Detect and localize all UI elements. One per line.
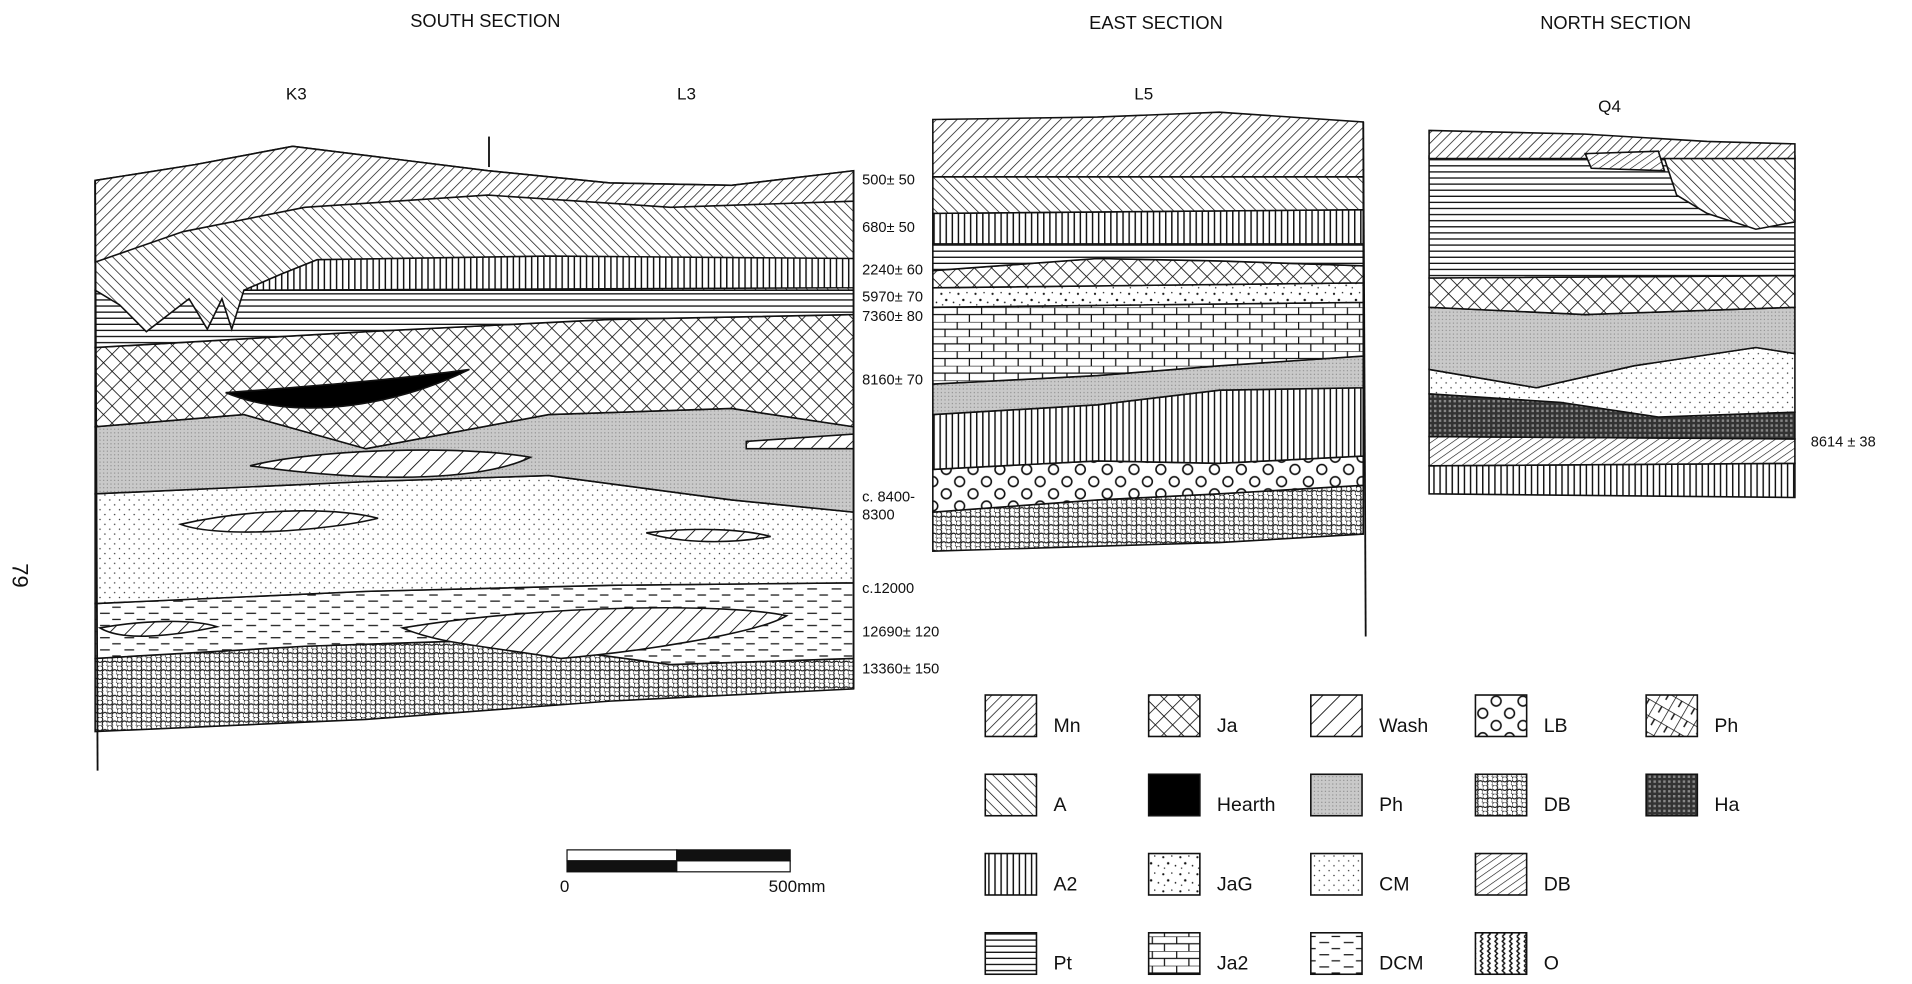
legend-swatch <box>1149 933 1200 974</box>
date-label: 12690± 120 <box>862 625 939 641</box>
profile-label: Q4 <box>1598 97 1621 116</box>
profile-label: L5 <box>1134 85 1153 104</box>
legend-swatch <box>1149 695 1200 736</box>
legend-swatch <box>985 933 1036 974</box>
scale-start: 0 <box>560 877 570 896</box>
legend-swatch <box>1646 774 1697 815</box>
legend-label: Ja2 <box>1217 953 1248 975</box>
legend-swatch <box>1646 695 1697 736</box>
date-label: 680± 50 <box>862 220 915 236</box>
scale-end: 500mm <box>769 877 826 896</box>
legend-swatch <box>985 695 1036 736</box>
legend-swatch <box>1475 695 1526 736</box>
legend-label: DB <box>1544 794 1571 816</box>
legend-label: DB <box>1544 873 1571 895</box>
legend-label: CM <box>1379 873 1409 895</box>
legend-swatch <box>1475 774 1526 815</box>
legend-swatch <box>985 854 1036 895</box>
page-number: 79 <box>8 563 33 587</box>
date-label: 7360± 80 <box>862 309 923 325</box>
legend-label: JaG <box>1217 873 1253 895</box>
south-section <box>95 137 853 771</box>
legend-swatch <box>1475 933 1526 974</box>
profile-label: L3 <box>677 85 696 104</box>
legend-swatch <box>1311 854 1362 895</box>
legend-label: Hearth <box>1217 794 1276 816</box>
date-label: 5970± 70 <box>862 289 923 305</box>
legend-swatch <box>1149 854 1200 895</box>
legend-label: Ha <box>1714 794 1739 816</box>
date-label: c.12000 <box>862 581 914 597</box>
legend-swatch <box>985 774 1036 815</box>
section-title: NORTH SECTION <box>1540 12 1691 33</box>
legend-label: Ph <box>1714 715 1738 737</box>
date-label: 2240± 60 <box>862 263 923 279</box>
legend-label: Ph <box>1379 794 1403 816</box>
legend-swatch <box>1311 933 1362 974</box>
legend-label: Pt <box>1054 953 1073 975</box>
legend-label: Wash <box>1379 715 1428 737</box>
profile-label: K3 <box>286 85 307 104</box>
date-label: c. 8400- <box>862 489 915 505</box>
legend-label: A <box>1054 794 1067 816</box>
legend-label: LB <box>1544 715 1568 737</box>
date-label: 8160± 70 <box>862 372 923 388</box>
legend-label: DCM <box>1379 953 1423 975</box>
date-label: 8300 <box>862 508 895 524</box>
scale-bar: 0 500mm <box>560 850 826 896</box>
section-title: EAST SECTION <box>1089 12 1223 33</box>
legend-swatch <box>1311 695 1362 736</box>
east-section <box>933 112 1366 636</box>
date-label: 13360± 150 <box>862 661 939 677</box>
legend-swatch <box>1311 774 1362 815</box>
legend-label: O <box>1544 953 1559 975</box>
legend-label: Ja <box>1217 715 1238 737</box>
page: {"page_number": "79", "sections": [ {"ti… <box>0 0 1912 984</box>
legend-swatch <box>1149 774 1200 815</box>
figure: 0 500mm SOUTH SECTION EAST SECTION NORTH… <box>0 0 1912 984</box>
north-section <box>1429 130 1795 497</box>
section-title: SOUTH SECTION <box>410 10 560 31</box>
date-label: 500± 50 <box>862 172 915 188</box>
legend-label: A2 <box>1054 873 1078 895</box>
legend-swatch <box>1475 854 1526 895</box>
legend-label: Mn <box>1054 715 1081 737</box>
date-label: 8614 ± 38 <box>1811 434 1876 450</box>
